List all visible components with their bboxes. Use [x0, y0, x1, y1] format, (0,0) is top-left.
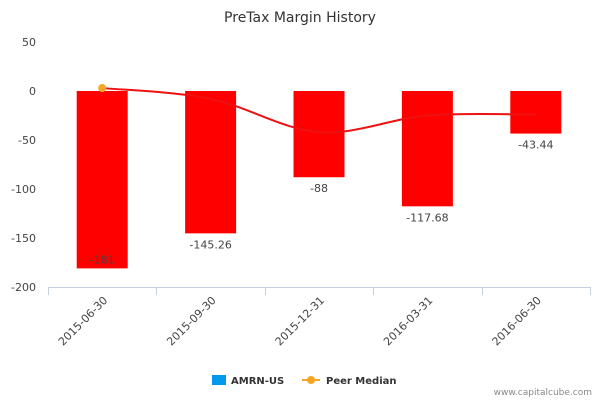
peer-median-line	[102, 87, 536, 134]
legend-label-peer[interactable]: Peer Median	[326, 376, 397, 387]
data-label: -145.26	[189, 238, 231, 251]
bar[interactable]	[510, 91, 562, 134]
bar[interactable]	[76, 91, 128, 269]
bar[interactable]	[401, 91, 453, 207]
data-label: -88	[310, 182, 328, 195]
peer-median-point[interactable]	[98, 84, 107, 93]
data-label: -117.68	[406, 211, 448, 224]
x-tick-label: 2015-09-30	[164, 294, 218, 348]
x-tick-label: 2015-06-30	[56, 294, 110, 348]
chart-title: PreTax Margin History	[224, 10, 376, 26]
y-tick-label: 0	[29, 85, 36, 98]
y-tick-label: 50	[22, 36, 36, 49]
legend-label-amrn[interactable]: AMRN-US	[231, 376, 284, 387]
y-tick-label: -200	[11, 281, 36, 294]
y-tick-label: -100	[11, 183, 36, 196]
credit-text[interactable]: www.capitalcube.com	[494, 388, 592, 398]
bar[interactable]	[293, 91, 345, 178]
legend-swatch-amrn	[212, 375, 226, 385]
x-tick-label: 2016-06-30	[490, 294, 544, 348]
y-tick-label: -150	[11, 232, 36, 245]
legend-marker-peer	[307, 376, 315, 384]
x-tick-label: 2016-03-31	[381, 294, 435, 348]
data-label: -43.44	[518, 139, 553, 152]
x-tick-label: 2015-12-31	[273, 294, 327, 348]
bar[interactable]	[185, 91, 237, 234]
y-tick-label: -50	[18, 134, 36, 147]
data-label: -181	[90, 253, 115, 266]
